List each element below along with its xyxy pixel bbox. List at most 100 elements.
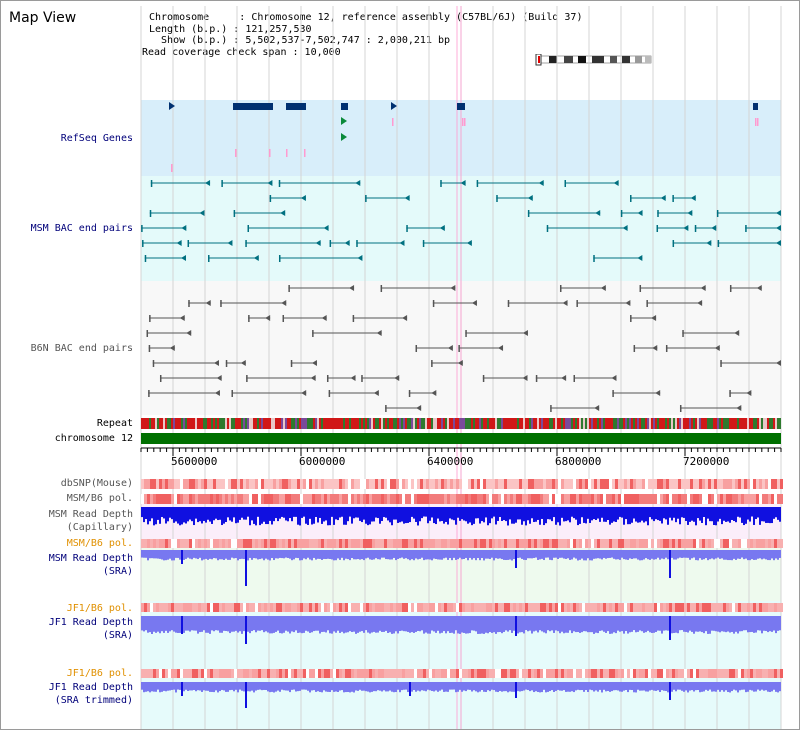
read-depth-bar bbox=[771, 616, 773, 632]
polymorphism-cell bbox=[336, 669, 339, 678]
track-label-jf1-depth-trimmed[interactable]: JF1 Read Depth bbox=[48, 682, 133, 693]
read-depth-bar bbox=[565, 616, 567, 633]
repeat-segment bbox=[731, 418, 733, 429]
repeat-segment bbox=[599, 418, 601, 429]
track-label-msm-depth-sra[interactable]: MSM Read Depth bbox=[48, 553, 133, 564]
track-label-b6n-bac[interactable]: B6N BAC end pairs bbox=[30, 343, 133, 354]
polymorphism-cell bbox=[207, 479, 210, 489]
polymorphism-cell bbox=[627, 669, 630, 678]
polymorphism-cell bbox=[270, 494, 273, 504]
read-depth-bar bbox=[745, 682, 747, 693]
read-depth-bar bbox=[305, 550, 307, 560]
b6n-bac-pair-end bbox=[432, 300, 435, 307]
repeat-segment bbox=[567, 418, 569, 429]
polymorphism-cell bbox=[501, 603, 504, 612]
read-depth-bar bbox=[439, 616, 441, 634]
track-label-dbsnp[interactable]: dbSNP(Mouse) bbox=[60, 478, 133, 489]
read-depth-bar bbox=[727, 507, 729, 522]
polymorphism-cell bbox=[777, 669, 780, 678]
polymorphism-cell bbox=[351, 539, 354, 548]
polymorphism-cell bbox=[471, 494, 474, 504]
read-depth-bar bbox=[243, 616, 245, 632]
polymorphism-cell bbox=[594, 539, 597, 548]
track-label-msm-b6-pol[interactable]: MSM/B6 pol. bbox=[66, 493, 133, 504]
polymorphism-cell bbox=[144, 669, 147, 678]
read-depth-bar bbox=[261, 550, 263, 559]
msm-bac-pair-end bbox=[187, 240, 190, 247]
read-depth-bar bbox=[403, 550, 405, 559]
polymorphism-cell bbox=[450, 479, 453, 489]
repeat-segment bbox=[547, 418, 549, 429]
polymorphism-cell bbox=[462, 479, 465, 489]
read-depth-bar bbox=[423, 550, 425, 561]
polymorphism-cell bbox=[411, 494, 414, 504]
polymorphism-cell bbox=[744, 494, 747, 504]
read-depth-bar bbox=[371, 616, 373, 633]
polymorphism-cell bbox=[306, 539, 309, 548]
track-label-jf1-b6-pol[interactable]: JF1/B6 pol. bbox=[66, 603, 133, 614]
read-depth-bar bbox=[553, 550, 555, 558]
read-depth-bar bbox=[779, 507, 781, 522]
polymorphism-cell bbox=[675, 494, 678, 504]
read-depth-bar bbox=[233, 550, 235, 559]
repeat-segment bbox=[223, 418, 225, 429]
chromosome-ideogram[interactable] bbox=[531, 54, 657, 66]
read-depth-bar bbox=[311, 507, 313, 525]
polymorphism-cell bbox=[414, 539, 417, 548]
repeat-segment bbox=[247, 418, 249, 429]
read-depth-bar bbox=[771, 507, 773, 524]
repeat-segment bbox=[291, 418, 293, 429]
repeat-segment bbox=[763, 418, 765, 429]
read-depth-bar bbox=[223, 507, 225, 524]
read-depth-bar bbox=[725, 550, 727, 560]
read-depth-bar bbox=[751, 682, 753, 691]
read-depth-bar bbox=[365, 507, 367, 524]
read-depth-bar bbox=[753, 616, 755, 633]
polymorphism-cell bbox=[693, 603, 696, 612]
polymorphism-cell bbox=[315, 479, 318, 489]
msm-bac-pair-end bbox=[356, 240, 358, 247]
polymorphism-cell bbox=[666, 603, 669, 612]
polymorphism-cell bbox=[666, 669, 669, 678]
read-depth-bar bbox=[701, 682, 703, 692]
read-depth-bar bbox=[265, 682, 267, 690]
read-depth-bar bbox=[687, 550, 689, 558]
read-depth-bar bbox=[517, 616, 519, 634]
read-depth-bar bbox=[397, 507, 399, 523]
repeat-segment bbox=[525, 418, 527, 429]
track-label-jf1-depth-sra[interactable]: JF1 Read Depth bbox=[48, 617, 133, 628]
polymorphism-cell bbox=[741, 539, 744, 548]
read-depth-bar bbox=[323, 507, 325, 522]
polymorphism-cell bbox=[462, 539, 465, 548]
polymorphism-cell bbox=[231, 479, 234, 489]
track-label-msm-b6-pol-2[interactable]: MSM/B6 pol. bbox=[66, 538, 133, 549]
polymorphism-cell bbox=[195, 479, 198, 489]
polymorphism-cell bbox=[159, 603, 162, 612]
read-depth-bar bbox=[667, 616, 669, 631]
read-depth-bar bbox=[273, 682, 275, 693]
polymorphism-cell bbox=[369, 669, 372, 678]
polymorphism-cell bbox=[447, 479, 450, 489]
read-depth-bar bbox=[609, 616, 611, 634]
repeat-segment bbox=[535, 418, 537, 429]
read-depth-bar bbox=[371, 507, 373, 522]
track-label-msm-depth-capillary[interactable]: MSM Read Depth bbox=[48, 509, 133, 520]
track-label-jf1-b6-pol-2[interactable]: JF1/B6 pol. bbox=[66, 668, 133, 679]
polymorphism-cell bbox=[348, 603, 351, 612]
track-label-refseq[interactable]: RefSeq Genes bbox=[60, 133, 133, 144]
read-depth-bar bbox=[465, 550, 467, 558]
read-depth-bar bbox=[763, 682, 765, 691]
track-label-msm-bac[interactable]: MSM BAC end pairs bbox=[30, 223, 133, 234]
read-depth-bar bbox=[777, 550, 779, 560]
read-depth-bar bbox=[163, 550, 165, 561]
polymorphism-cell bbox=[354, 479, 357, 489]
polymorphism-cell bbox=[153, 669, 156, 678]
read-depth-bar bbox=[489, 507, 491, 524]
read-depth-bar bbox=[231, 616, 233, 632]
read-depth-bar bbox=[675, 682, 677, 692]
read-depth-bar bbox=[363, 682, 365, 691]
read-depth-bar bbox=[275, 550, 277, 559]
polymorphism-cell bbox=[672, 603, 675, 612]
read-depth-bar bbox=[767, 507, 769, 523]
